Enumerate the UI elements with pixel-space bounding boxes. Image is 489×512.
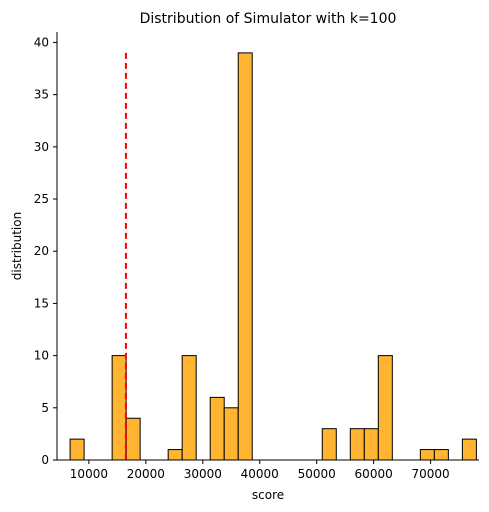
histogram-bar (420, 450, 434, 460)
y-tick-label: 40 (34, 35, 49, 49)
x-tick-label: 20000 (127, 467, 165, 481)
histogram-bar (70, 439, 84, 460)
y-axis-label: distribution (10, 212, 24, 280)
y-tick-label: 5 (41, 401, 49, 415)
chart-title: Distribution of Simulator with k=100 (140, 11, 397, 27)
y-tick-label: 10 (34, 349, 49, 363)
histogram-bar (378, 356, 392, 460)
x-axis-label: score (252, 488, 284, 502)
y-tick-label: 15 (34, 296, 49, 310)
y-tick-label: 35 (34, 88, 49, 102)
histogram-bar (322, 429, 336, 460)
histogram-bars (70, 53, 476, 460)
histogram-bar (350, 429, 364, 460)
histogram-bar (434, 450, 448, 460)
histogram-bar (112, 356, 126, 460)
histogram-bar (126, 418, 140, 460)
x-axis-ticks: 10000 20000 30000 40000 50000 60000 70000 (70, 460, 450, 481)
y-tick-label: 20 (34, 244, 49, 258)
histogram-bar (462, 439, 476, 460)
y-tick-label: 0 (41, 453, 49, 467)
x-tick-label: 30000 (184, 467, 222, 481)
histogram-bar (168, 450, 182, 460)
x-tick-label: 40000 (241, 467, 279, 481)
y-tick-label: 30 (34, 140, 49, 154)
x-tick-label: 70000 (411, 467, 449, 481)
x-tick-label: 10000 (70, 467, 108, 481)
x-tick-label: 60000 (355, 467, 393, 481)
y-tick-label: 25 (34, 192, 49, 206)
histogram-bar (210, 397, 224, 460)
histogram-bar (224, 408, 238, 460)
histogram-bar (364, 429, 378, 460)
x-tick-label: 50000 (298, 467, 336, 481)
histogram-bar (182, 356, 196, 460)
y-axis-ticks: 0 5 10 15 20 25 30 35 40 (34, 35, 57, 467)
histogram-bar (238, 53, 252, 460)
